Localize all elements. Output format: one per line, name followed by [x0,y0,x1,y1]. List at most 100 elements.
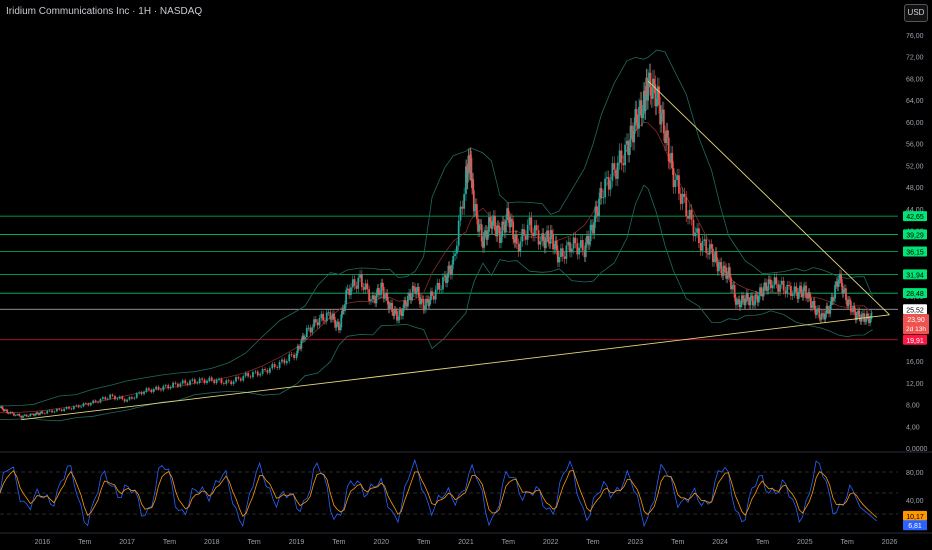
candle-body [215,379,218,384]
price-tick: 76,00 [906,33,924,40]
candle-body [670,152,672,163]
time-tick: Tem [586,539,599,546]
candle-body [305,328,308,337]
candle-body [611,163,614,181]
candle-body [442,277,444,290]
candle-body [754,294,757,305]
candle-body [489,217,492,223]
candle-body [345,290,348,305]
candle-body [394,309,397,311]
candle-body [65,407,68,409]
currency-button[interactable]: USD [904,4,928,22]
candle-body [85,403,87,405]
candle-body [708,244,711,255]
candle-body [368,289,371,301]
candle-body [13,413,15,416]
candle-body [239,378,242,381]
candle-body [733,285,736,298]
candle-body [501,221,504,237]
candle-body [595,206,598,212]
candle-body [724,265,726,268]
candle-body [417,286,420,297]
price-tick: 48,00 [906,185,924,192]
candle-body [70,408,73,410]
candle-body [744,298,747,306]
candle-body [825,305,828,315]
candle-body [160,389,162,391]
candle-body [320,313,323,319]
candle-body [2,409,5,411]
candle-body [415,291,418,294]
candle-body [725,267,728,279]
candle-body [434,289,437,300]
osc-value-k: 6,81 [908,523,922,530]
candle-body [309,327,312,333]
candle-body [660,113,663,125]
osc-tick: 80,00 [906,470,924,477]
current-price-bg [903,314,929,335]
candle-body [534,225,536,236]
candle-body [380,282,383,295]
candle-body [736,300,738,305]
time-tick: 2022 [543,539,559,546]
candle-body [256,371,259,376]
candle-body [743,298,746,306]
candle-body [664,133,666,143]
candle-body [768,279,771,281]
candle-body [94,400,97,402]
candle-body [25,414,28,417]
candle-body [296,346,299,354]
candle-body [707,252,709,255]
candle-body [273,364,276,368]
candle-body [313,319,315,328]
candle-body [438,282,441,290]
level-label: 42,65 [906,214,924,221]
candle-body [364,283,367,290]
candle-body [635,108,638,123]
candle-body [210,377,213,381]
candle-body [101,397,104,399]
candle-body [133,397,136,399]
candle-body [278,361,281,368]
candle-body [1,406,4,410]
candle-body [755,294,758,296]
candle-body [629,125,632,148]
candle-body [869,318,872,324]
candle-body [656,86,659,99]
band-upper [0,49,873,407]
level-label: 31,94 [906,272,924,279]
candle-body [249,376,252,378]
candle-body [344,304,346,312]
candle-body [483,232,485,248]
candle-body [761,292,764,297]
candle-body [478,224,481,232]
candle-body [737,299,740,301]
candle-body [653,78,656,85]
candle-body [842,289,845,294]
candle-body [472,179,475,191]
candle-body [443,275,446,278]
candle-body [685,196,688,217]
candle-body [461,206,464,209]
candle-body [837,279,840,287]
candle-body [283,359,286,364]
candle-body [220,378,223,384]
candle-body [607,177,610,190]
candle-body [574,237,577,244]
candle-body [206,380,208,384]
candle-body [242,376,245,381]
candle-body [359,273,361,278]
candle-body [728,267,731,278]
level-label-bg [903,229,927,240]
level-label: 25,52 [906,307,924,314]
candle-body [473,210,476,212]
candle-body [379,294,381,296]
candle-body [799,285,801,292]
candle-body [777,284,780,292]
candle-body [592,224,594,234]
candle-body [360,273,363,288]
osc-value-d: 10,17 [906,514,924,521]
candle-body [717,264,720,272]
candle-body [5,409,7,411]
